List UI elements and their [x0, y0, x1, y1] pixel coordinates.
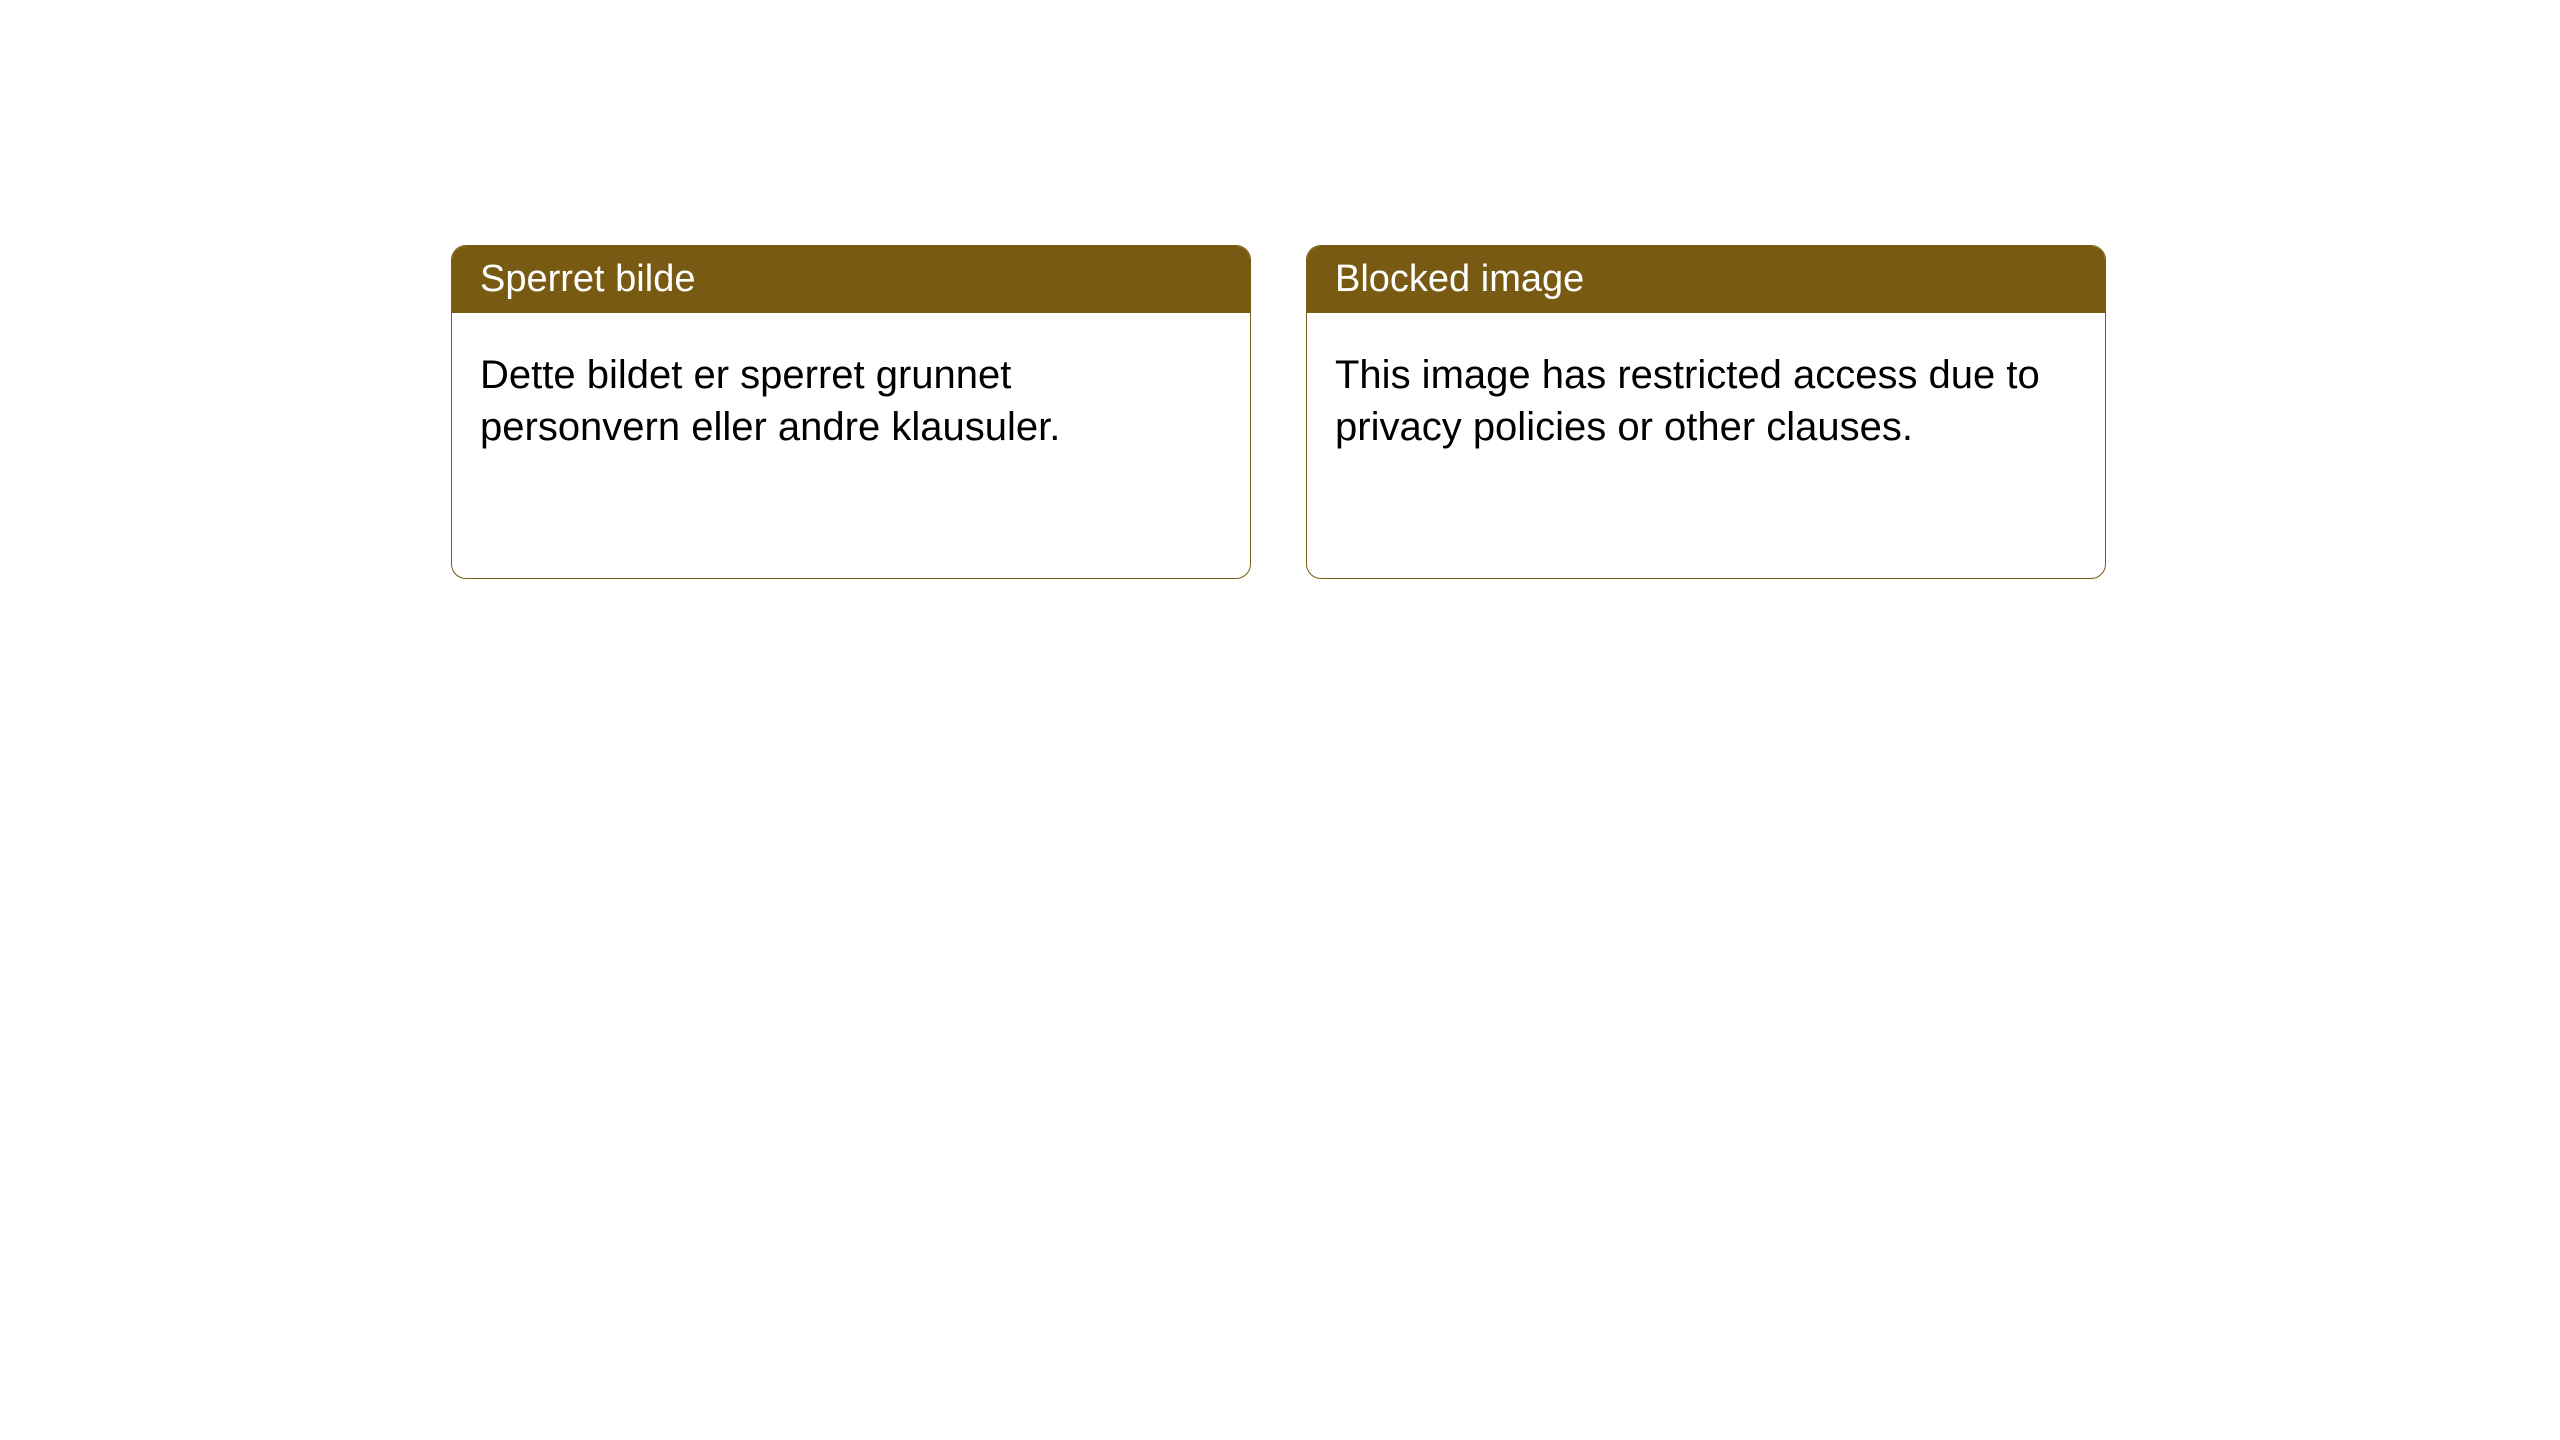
notice-card-norwegian: Sperret bilde Dette bildet er sperret gr…	[451, 245, 1251, 579]
notice-body: This image has restricted access due to …	[1307, 313, 2105, 481]
notice-header: Blocked image	[1307, 246, 2105, 313]
notice-container: Sperret bilde Dette bildet er sperret gr…	[451, 245, 2106, 579]
notice-card-english: Blocked image This image has restricted …	[1306, 245, 2106, 579]
notice-header: Sperret bilde	[452, 246, 1250, 313]
notice-body: Dette bildet er sperret grunnet personve…	[452, 313, 1250, 481]
